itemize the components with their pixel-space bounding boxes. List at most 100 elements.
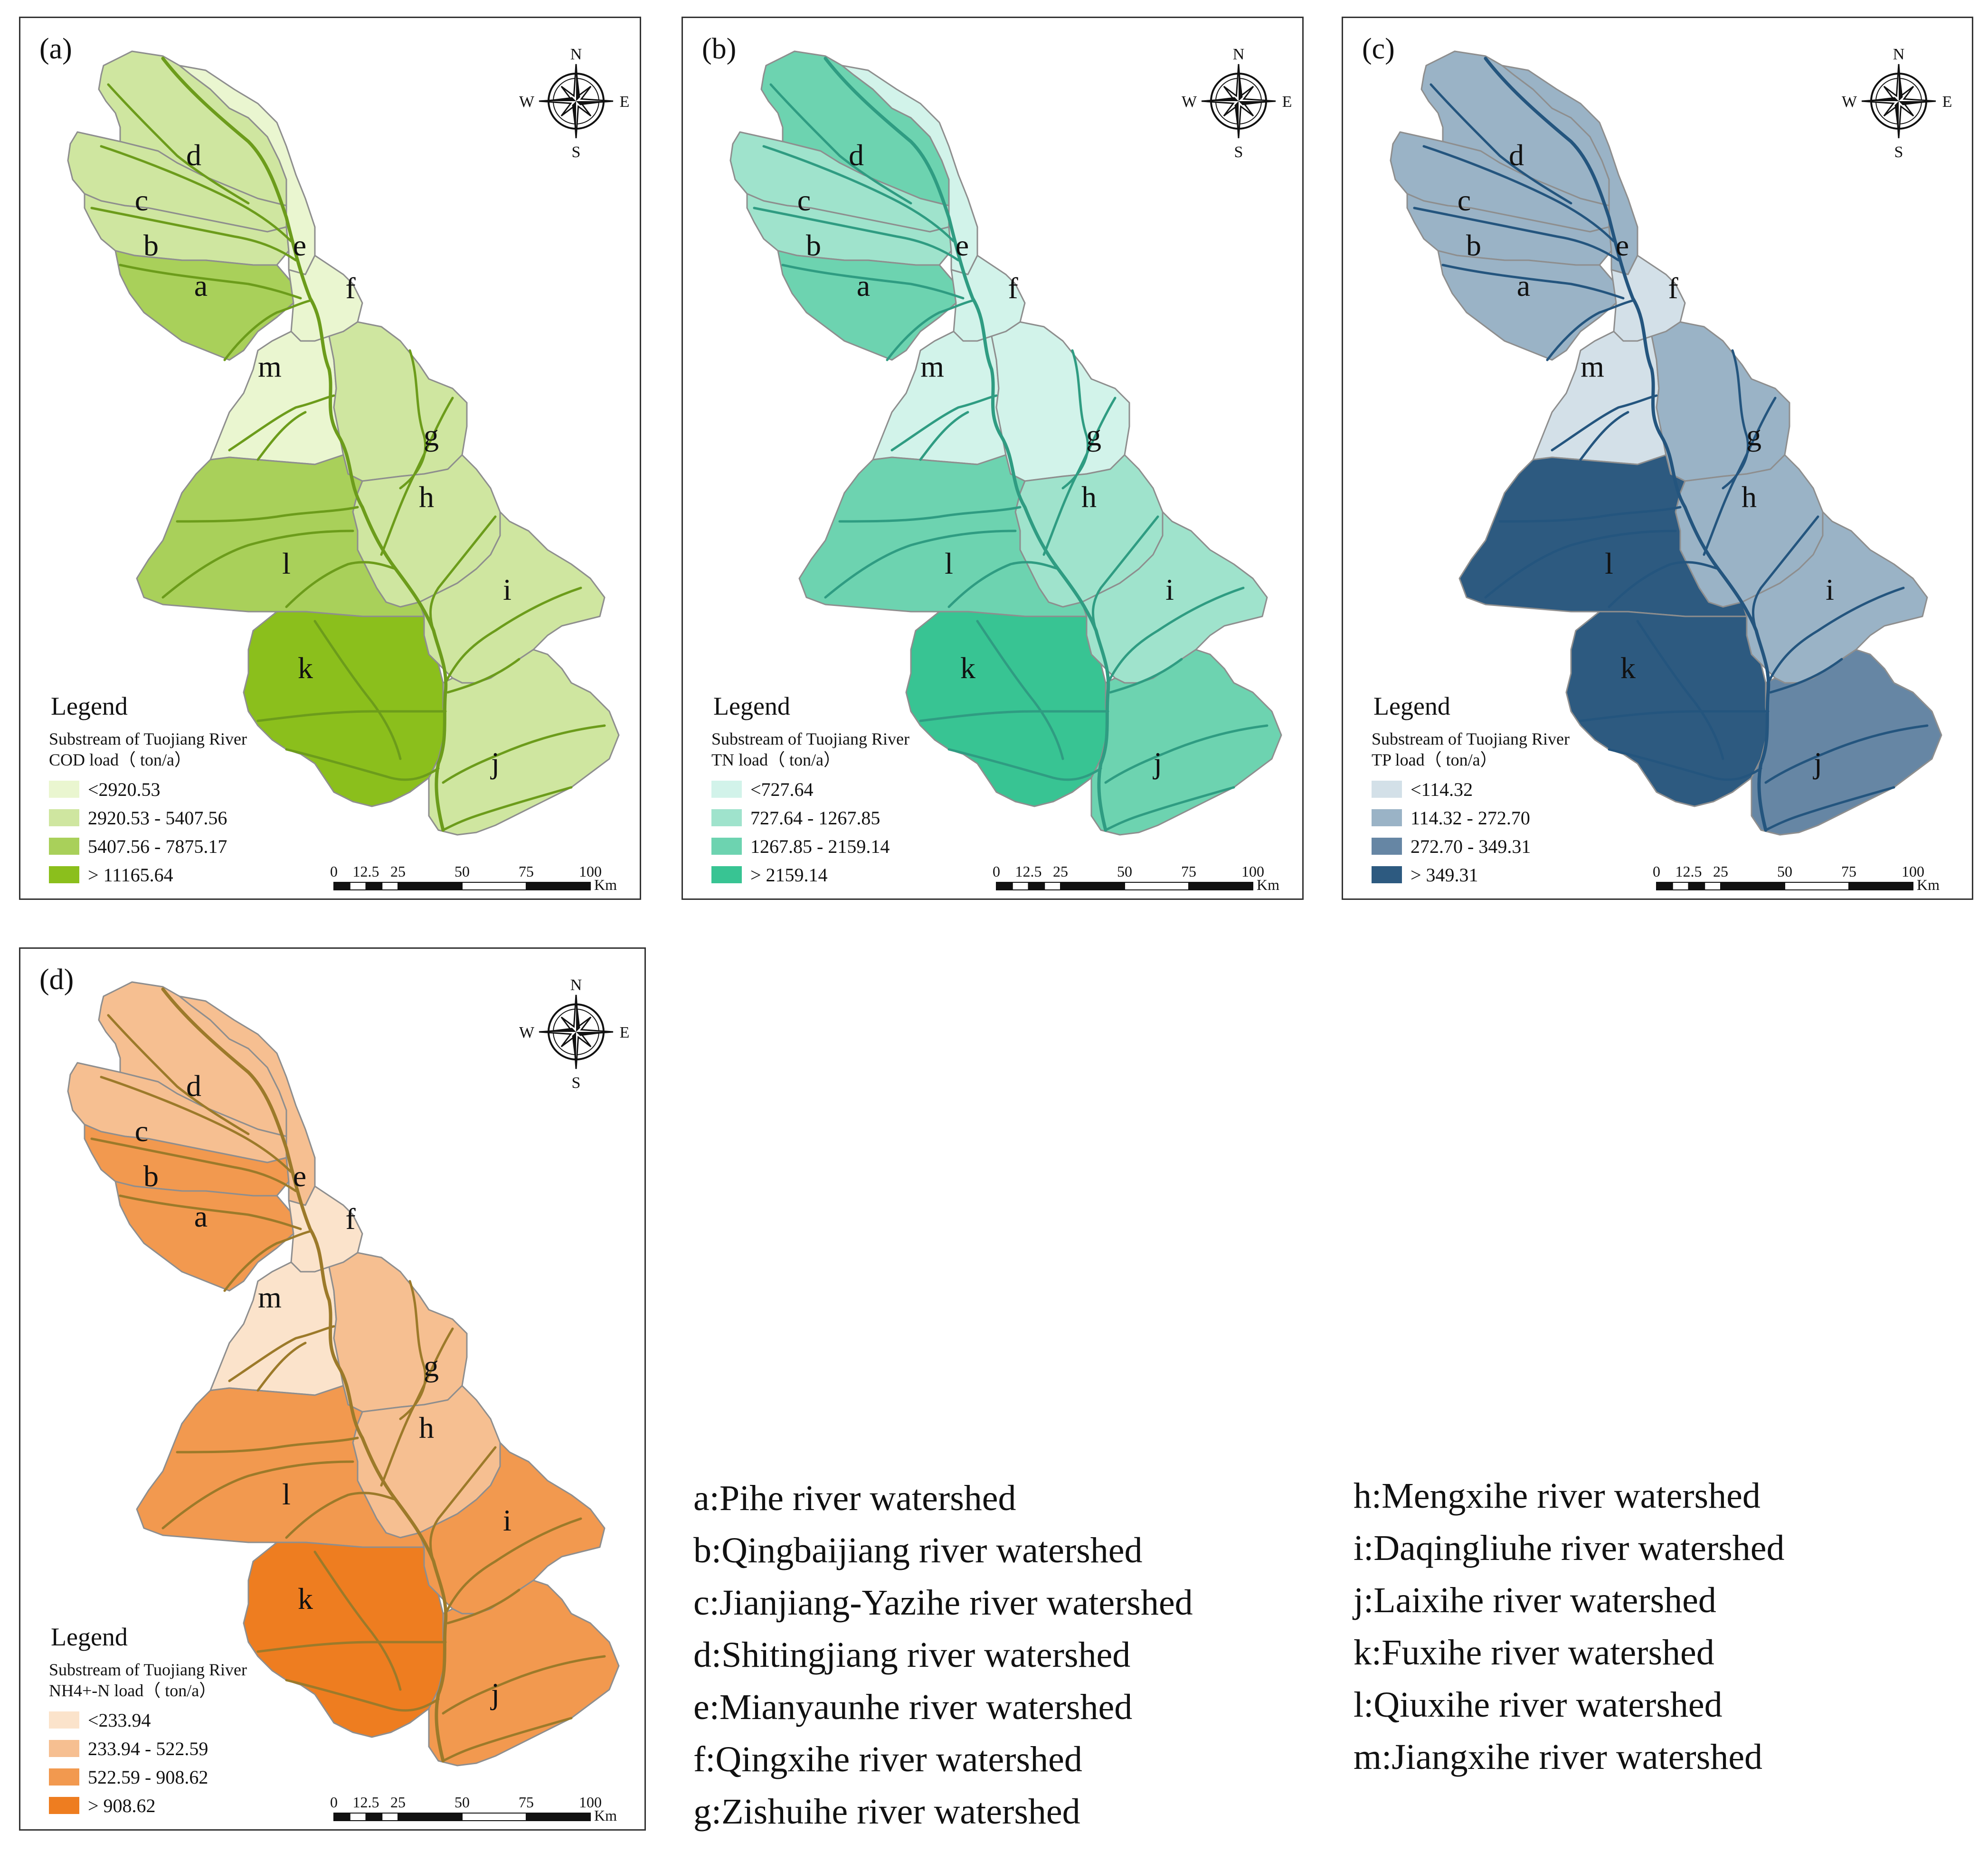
compass-point-shade [1239, 101, 1276, 105]
tributary-river [1608, 748, 1762, 781]
region-label-c: c [135, 1114, 148, 1148]
tributary-river [1042, 397, 1117, 556]
compass-point-shade [1894, 101, 1899, 138]
scale-segment [526, 1813, 591, 1821]
legend-item: <2920.53 [49, 775, 247, 803]
compass-point-shade [576, 1032, 613, 1036]
tributary-river [442, 786, 573, 832]
legend-swatch [1372, 866, 1402, 883]
main-river [1484, 57, 1770, 832]
region-labels: a bc d e f m gh i j k l [135, 1069, 511, 1710]
scale-tick-label: 12.5 [353, 863, 379, 880]
panel-label: (c) [1362, 33, 1395, 65]
compass-rose-icon: N S E W [1182, 46, 1292, 161]
compass-label-s: S [572, 143, 581, 161]
compass-point-shade [572, 1032, 576, 1069]
legend-class-label: > 908.62 [88, 1795, 156, 1816]
tributary-river [1636, 620, 1724, 760]
tributary-river [1546, 299, 1634, 361]
region-label-g: g [424, 418, 439, 452]
region-label-h: h [419, 1411, 434, 1445]
scale-tick-label: 12.5 [1015, 863, 1042, 880]
watershed-name: h:Mengxihe river watershed [1354, 1476, 1761, 1516]
legend-items: <233.94 233.94 - 522.59 522.59 - 908.62 > 9… [49, 1706, 247, 1820]
scale-tick-label: 0 [330, 863, 338, 880]
region-label-i: i [1165, 573, 1174, 606]
scale-tick-label: 25 [1053, 863, 1068, 880]
compass-label-n: N [1233, 46, 1245, 63]
region-label-e: e [956, 228, 969, 262]
scale-segment [1124, 882, 1189, 890]
tributary-river [119, 264, 302, 300]
legend-unit: TN load（ ton/a） [711, 750, 841, 769]
tributary-river [313, 620, 402, 760]
tributary-river [886, 299, 974, 361]
legend-class-label: > 11165.64 [88, 864, 173, 886]
watershed-region-k [905, 611, 1109, 807]
tributary-river [1441, 264, 1625, 300]
compass-label-e: E [620, 93, 630, 111]
region-labels: a bc d e f m gh i j k l [797, 138, 1174, 780]
tributary-river [444, 586, 582, 684]
compass-label-s: S [572, 1074, 581, 1091]
legend: Legend Substream of Tuojiang River NH4+-… [49, 1622, 247, 1820]
scale-tick-label: 50 [1777, 863, 1792, 880]
watershed-region-a [777, 250, 957, 361]
panel-label: (d) [39, 964, 74, 996]
scale-tick-label: 25 [390, 863, 406, 880]
watershed-list-right: h:Mengxihe river watershed i:Daqingliuhe… [1354, 1470, 1784, 1783]
region-label-l: l [282, 1477, 291, 1511]
legend-item: 727.64 - 1267.85 [711, 803, 909, 832]
tributary-river [976, 620, 1064, 760]
legend-swatch [1372, 838, 1402, 855]
tributary-river [1764, 724, 1929, 784]
tributary-river [228, 1325, 335, 1382]
river-network [753, 57, 1269, 832]
region-label-f: f [345, 271, 356, 305]
legend-class-label: 233.94 - 522.59 [88, 1738, 208, 1759]
tributary-river [429, 515, 497, 632]
tributary-river [947, 748, 1102, 781]
tributary-river [1091, 515, 1159, 632]
tributary-river [1764, 786, 1895, 832]
scale-segment [1720, 882, 1785, 890]
tributary-river [838, 506, 1022, 523]
watershed-region-k [1565, 611, 1769, 807]
scale-tick-label: 25 [1713, 863, 1728, 880]
scale-tick-label: 50 [454, 1794, 470, 1811]
tributary-river [1104, 724, 1269, 784]
scale-tick-label: 75 [519, 863, 534, 880]
compass-rose-icon: N S E W [519, 976, 629, 1091]
tributary-river [90, 207, 297, 262]
watershed-map: a bc d e f m gh i j k l [67, 50, 620, 836]
legend-title: Substream of Tuojiang River [49, 1660, 247, 1679]
region-label-e: e [293, 1159, 306, 1193]
tributary-river [1751, 515, 1819, 632]
region-label-h: h [419, 480, 434, 514]
scale-segment [1188, 882, 1253, 890]
scale-unit: Km [1917, 876, 1940, 893]
region-label-m: m [258, 350, 282, 383]
watershed-name: g:Zishuihe river watershed [693, 1792, 1080, 1832]
river-network [90, 987, 606, 1763]
scale-tick-label: 50 [454, 863, 470, 880]
scale-segment [381, 1813, 398, 1821]
tributary-river [762, 145, 955, 243]
compass-label-e: E [1282, 93, 1292, 111]
region-label-k: k [1620, 651, 1636, 685]
scale-tick-label: 12.5 [353, 1794, 379, 1811]
region-label-b: b [143, 1159, 159, 1193]
tributary-river [100, 1076, 293, 1173]
region-label-k: k [960, 651, 975, 685]
scale-segment [349, 1813, 367, 1821]
watershed-region-g [328, 321, 468, 482]
tributary-river [380, 1327, 454, 1487]
watershed-name: c:Jianjiang-Yazihe river watershed [693, 1583, 1193, 1623]
legend-class-label: 114.32 - 272.70 [1411, 807, 1530, 829]
watershed-name: i:Daqingliuhe river watershed [1354, 1528, 1785, 1568]
compass-point-shade [572, 101, 576, 138]
